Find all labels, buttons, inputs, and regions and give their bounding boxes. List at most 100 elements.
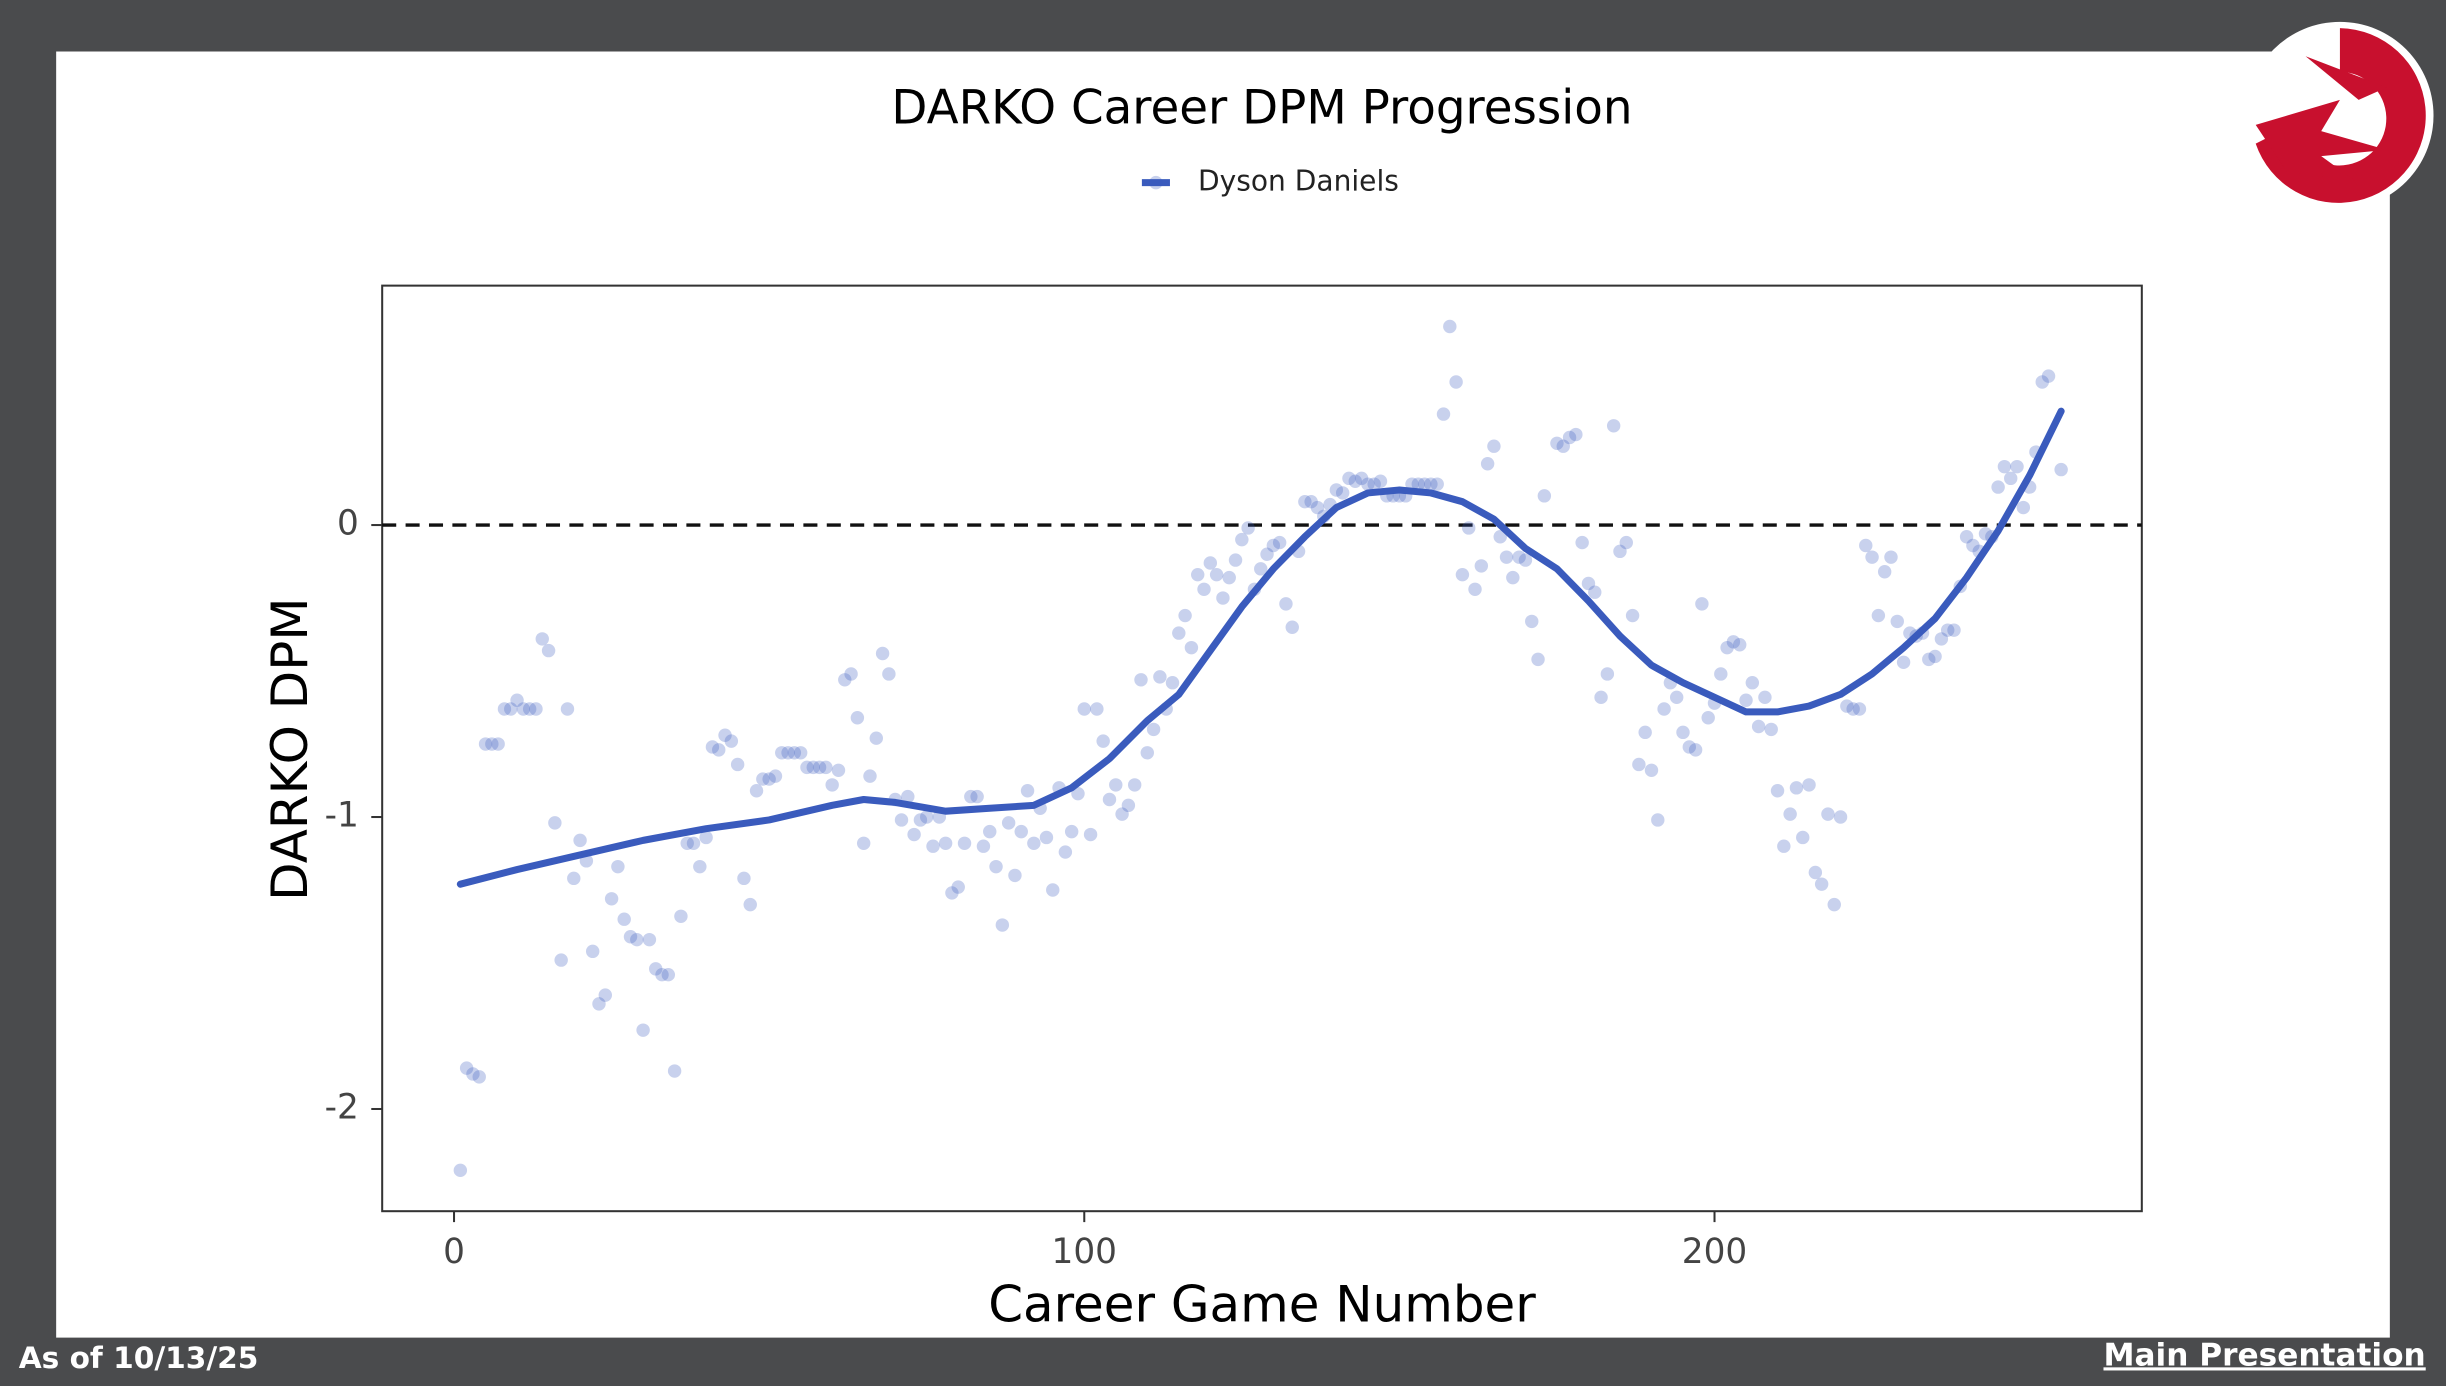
point: [1871, 608, 1886, 623]
point: [680, 836, 694, 851]
point: [1556, 439, 1570, 453]
point: [1922, 652, 1936, 667]
point: [819, 760, 833, 775]
point: [560, 702, 575, 716]
point: [535, 632, 549, 646]
point: [1172, 626, 1186, 640]
legend-label: Dyson Daniels: [1198, 165, 1399, 198]
point: [1846, 702, 1860, 716]
point: [907, 827, 921, 842]
point: [649, 962, 663, 976]
point: [655, 967, 669, 982]
point: [1241, 521, 1255, 535]
point: [1531, 652, 1545, 667]
point: [1859, 538, 1873, 553]
point: [1342, 471, 1356, 486]
point: [869, 731, 884, 745]
point: [1254, 562, 1268, 576]
point: [466, 1067, 480, 1081]
point: [1606, 419, 1621, 433]
x-tick-label: 100: [1052, 1232, 1117, 1272]
point: [1890, 614, 1904, 629]
x-tick-label: 0: [443, 1232, 465, 1272]
point: [1632, 757, 1646, 772]
point: [478, 737, 493, 751]
point: [1064, 824, 1079, 839]
point: [1758, 690, 1772, 705]
point: [1121, 798, 1136, 813]
point: [800, 760, 814, 775]
point: [1613, 544, 1627, 559]
point: [585, 944, 600, 959]
plot-border: [381, 284, 2143, 1213]
point: [1537, 489, 1552, 503]
point: [831, 763, 846, 778]
point: [1550, 436, 1564, 451]
smooth-line: [456, 407, 2065, 888]
point: [1959, 530, 1974, 544]
point: [504, 702, 518, 716]
point: [1146, 722, 1161, 737]
point: [1745, 676, 1760, 690]
point: [1512, 550, 1526, 564]
point: [1821, 807, 1835, 821]
point: [945, 886, 959, 900]
point: [1001, 816, 1016, 830]
point: [604, 892, 619, 906]
point: [1090, 702, 1104, 716]
point: [850, 711, 865, 725]
point: [705, 740, 720, 754]
point: [554, 953, 568, 967]
point: [529, 702, 543, 716]
point: [1733, 638, 1747, 652]
point: [1417, 477, 1432, 491]
point: [1411, 477, 1426, 491]
point: [1134, 673, 1148, 687]
point: [737, 871, 751, 886]
point: [1235, 532, 1249, 547]
presentation-link[interactable]: Main Presentation: [2103, 1337, 2425, 1373]
point: [1802, 778, 1816, 792]
point: [1027, 836, 1041, 851]
point: [642, 932, 657, 947]
point: [926, 839, 940, 853]
point: [1619, 535, 1633, 550]
point: [730, 757, 745, 772]
point: [1367, 477, 1381, 491]
point: [1310, 500, 1325, 515]
point: [1272, 535, 1287, 550]
point: [1487, 439, 1501, 453]
point: [724, 734, 739, 748]
point: [1827, 897, 1841, 912]
point: [510, 693, 524, 707]
point: [1720, 640, 1734, 655]
point: [793, 746, 808, 760]
point: [1279, 597, 1293, 611]
point: [2035, 375, 2049, 389]
point: [844, 667, 858, 681]
point: [1676, 725, 1690, 740]
point: [548, 816, 562, 830]
point: [1424, 477, 1438, 491]
point: [2004, 471, 2018, 486]
point: [964, 789, 978, 804]
logo-crest: [2305, 56, 2387, 100]
point: [1764, 722, 1778, 737]
point: [636, 1023, 650, 1037]
point: [1525, 614, 1539, 629]
point: [1777, 839, 1791, 853]
point: [894, 813, 909, 827]
point: [1739, 693, 1753, 707]
y-axis-label: DARKO DPM: [261, 598, 319, 901]
point: [825, 778, 839, 792]
point: [1751, 719, 1766, 734]
point: [611, 859, 625, 874]
point: [875, 646, 890, 661]
point: [1493, 530, 1507, 544]
point: [1833, 810, 1848, 824]
point: [989, 859, 1003, 874]
point: [1726, 635, 1741, 649]
point: [1083, 827, 1098, 842]
legend-dot: [1149, 175, 1163, 190]
